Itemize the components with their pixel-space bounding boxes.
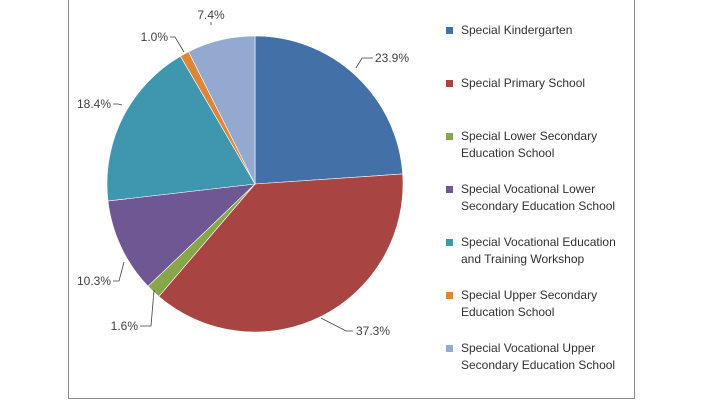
data-label: 37.3% — [356, 324, 390, 338]
pie-slice — [107, 183, 256, 287]
data-label: 18.4% — [77, 97, 111, 111]
legend-label: Special Vocational Education and Trainin… — [461, 235, 616, 266]
data-label: 1.0% — [141, 30, 169, 44]
data-label: 23.9% — [375, 51, 409, 65]
legend-label: Special Kindergarten — [461, 23, 573, 37]
legend-label: Special Vocational Lower Secondary Educa… — [461, 182, 616, 213]
pie-slice — [188, 35, 256, 185]
data-label: 1.6% — [111, 319, 139, 333]
legend-label: Special Upper Secondary Education School — [461, 288, 598, 319]
leader-line — [113, 103, 123, 106]
legend-swatch — [446, 239, 453, 246]
leader-line — [355, 57, 373, 69]
legend-swatch — [446, 80, 453, 87]
legend-swatch — [446, 345, 453, 352]
legend-label: Special Primary School — [461, 76, 586, 90]
leader-line — [113, 261, 125, 282]
legend-swatch — [446, 186, 453, 193]
pie-slice — [158, 173, 404, 333]
legend-label: Special Vocational Upper Secondary Educa… — [461, 341, 616, 372]
legend-label: Special Lower Secondary Education School — [461, 129, 598, 160]
legend-swatch — [446, 27, 453, 34]
leader-line — [170, 36, 185, 53]
data-label: 7.4% — [197, 8, 225, 22]
leader-line — [140, 289, 155, 327]
legend-swatch — [446, 292, 453, 299]
data-label: 10.3% — [77, 274, 111, 288]
leader-line — [320, 317, 353, 332]
pie-slice — [254, 35, 403, 185]
legend-swatch — [446, 133, 453, 140]
pie-slice — [106, 55, 256, 202]
